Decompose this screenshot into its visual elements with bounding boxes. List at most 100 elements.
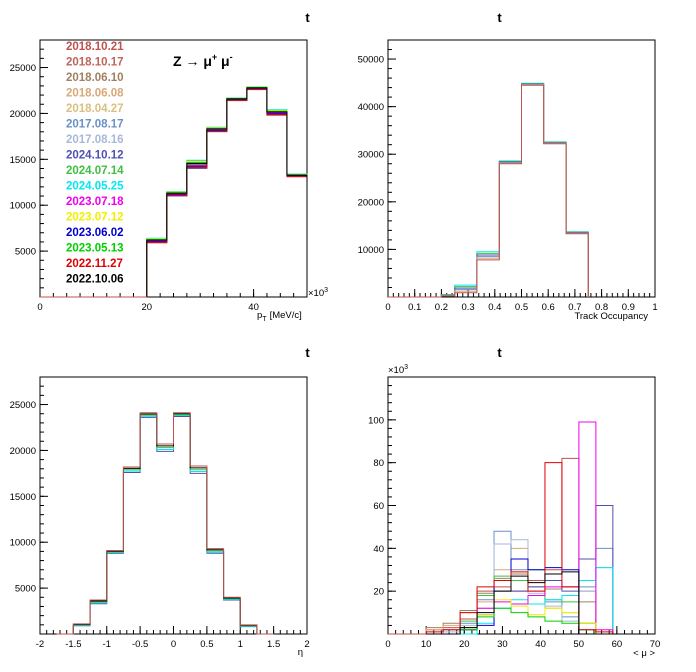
y-tick-label: 5000 [15, 247, 36, 258]
legend-entry: 2022.11.27 [66, 258, 123, 270]
annotation-sup-minus: - [230, 52, 233, 62]
y-tick-label: 25000 [10, 400, 36, 411]
y-tick-label: 30000 [358, 150, 384, 161]
x-tick-label: 40 [535, 639, 546, 650]
plot-frame [387, 39, 656, 298]
legend-entry: 2023.06.02 [66, 227, 124, 239]
y-tick-label: 10000 [10, 538, 36, 549]
y-tick-label: 100 [368, 415, 384, 426]
x-axis-label: Track Occupancy [574, 311, 648, 322]
x-tick-label: 1 [238, 639, 243, 650]
legend-entry: 2017.08.17 [66, 119, 124, 131]
x-label-main: p [257, 310, 262, 321]
legend-entry: 2024.05.25 [66, 181, 124, 193]
chart-title: t [305, 345, 310, 360]
channel-annotation: Z → μ+ μ- [173, 52, 233, 69]
x-tick-label: 0.3 [461, 302, 474, 313]
series-line [56, 415, 274, 635]
x-tick-label: -1 [103, 639, 111, 650]
panel-3: t-2 -1.5 -1 -0.5 0 0.5 1 1.5 2500010000150002000… [10, 345, 311, 658]
panel-1: t 0 20 40 5000 10000 15000 20000 25000 2018.10.21… [10, 10, 329, 323]
y-multiplier: ×103 [388, 364, 408, 376]
legend-entry: 2018.10.21 [66, 41, 124, 53]
y-tick-label: 25000 [10, 63, 36, 74]
x-tick-label: 0 [37, 302, 42, 313]
y-tick-label: 40000 [358, 102, 384, 113]
y-tick-label: 20000 [10, 109, 36, 120]
series-line [56, 413, 274, 635]
x-tick-label: 20 [142, 302, 153, 313]
legend-entry: 2018.10.17 [66, 57, 124, 69]
y-tick-label: 60 [373, 501, 384, 512]
series-line [440, 84, 589, 297]
x-tick-label: 0 [385, 639, 390, 650]
y-tick-label: 20 [373, 587, 384, 598]
chart-title: t [497, 10, 502, 25]
x-tick-label: 20 [459, 639, 470, 650]
y-multiplier-base: ×10 [388, 365, 404, 376]
series-line [425, 573, 630, 635]
x-tick-label: 1.5 [267, 639, 280, 650]
x-tick-label: 0.4 [488, 302, 501, 313]
x-axis-label: < μ > [633, 648, 655, 659]
x-tick-label: 60 [612, 639, 623, 650]
x-axis-label: pT [MeV/c] [257, 310, 302, 323]
x-tick-label: 0.5 [200, 639, 213, 650]
legend-entry: 2024.10.12 [66, 150, 124, 162]
annotation-label: Z → μ [173, 53, 212, 69]
legend-entry: 2023.05.13 [66, 243, 124, 255]
annotation-mu: μ [217, 53, 229, 69]
x-tick-label: 30 [497, 639, 508, 650]
y-tick-label: 40 [373, 544, 384, 555]
x-multiplier: ×103 [308, 287, 328, 299]
panel-4: t 0 10 20 30 40 50 60 70 20 40 60 80 100 ×103 < μ > [368, 345, 660, 659]
chart-title: t [497, 345, 502, 360]
x-tick-label: -0.5 [132, 639, 148, 650]
legend-entry: 2024.07.14 [66, 165, 124, 177]
y-tick-label: 50000 [358, 55, 384, 66]
series-line [56, 414, 274, 635]
y-tick-label: 5000 [15, 584, 36, 595]
series-line [56, 415, 274, 635]
y-multiplier-exp: 3 [404, 364, 408, 371]
legend-entry: 2023.07.12 [66, 212, 124, 224]
plot-frame [387, 376, 656, 635]
x-tick-label: 0.5 [515, 302, 528, 313]
y-tick-label: 10000 [10, 201, 36, 212]
x-tick-label: 0 [171, 639, 176, 650]
x-tick-label: 0.9 [622, 302, 635, 313]
x-tick-label: 0.7 [568, 302, 581, 313]
y-tick-label: 20000 [10, 446, 36, 457]
x-tick-label: 0.6 [542, 302, 555, 313]
legend-entry: 2018.06.10 [66, 72, 124, 84]
y-tick-label: 80 [373, 458, 384, 469]
x-axis-label: η [298, 647, 303, 658]
x-tick-label: 10 [421, 639, 432, 650]
x-tick-label: -1.5 [65, 639, 81, 650]
x-tick-label: 0.1 [408, 302, 421, 313]
y-tick-label: 15000 [10, 155, 36, 166]
y-tick-label: 20000 [358, 197, 384, 208]
annotation-sup-plus: + [212, 52, 217, 62]
y-tick-label: 15000 [10, 492, 36, 503]
series-line [56, 412, 274, 635]
x-tick-label: 50 [573, 639, 584, 650]
x-tick-label: 1 [652, 302, 657, 313]
y-tick-label: 10000 [358, 245, 384, 256]
x-label-sub: T [262, 316, 267, 323]
x-tick-label: 40 [248, 302, 259, 313]
x-multiplier-base: ×10 [308, 288, 324, 299]
legend-entry: 2018.04.27 [66, 103, 124, 115]
legend-entry: 2017.08.16 [66, 134, 124, 146]
legend-entry: 2018.06.08 [66, 88, 124, 100]
x-label-unit: [MeV/c] [270, 310, 302, 321]
series-line [426, 421, 630, 635]
x-tick-label: 0.2 [435, 302, 448, 313]
chart-title: t [305, 10, 310, 25]
x-tick-label: 0.8 [595, 302, 608, 313]
x-tick-label: -2 [36, 639, 44, 650]
panel-2: t 0 0.1 0.2 0.3 0.4 0.5 0.6 0.7 0.8 0.9 1 10000 20000… [358, 10, 658, 322]
x-tick-label: 2 [304, 639, 309, 650]
legend-entry: 2023.07.18 [66, 196, 124, 208]
